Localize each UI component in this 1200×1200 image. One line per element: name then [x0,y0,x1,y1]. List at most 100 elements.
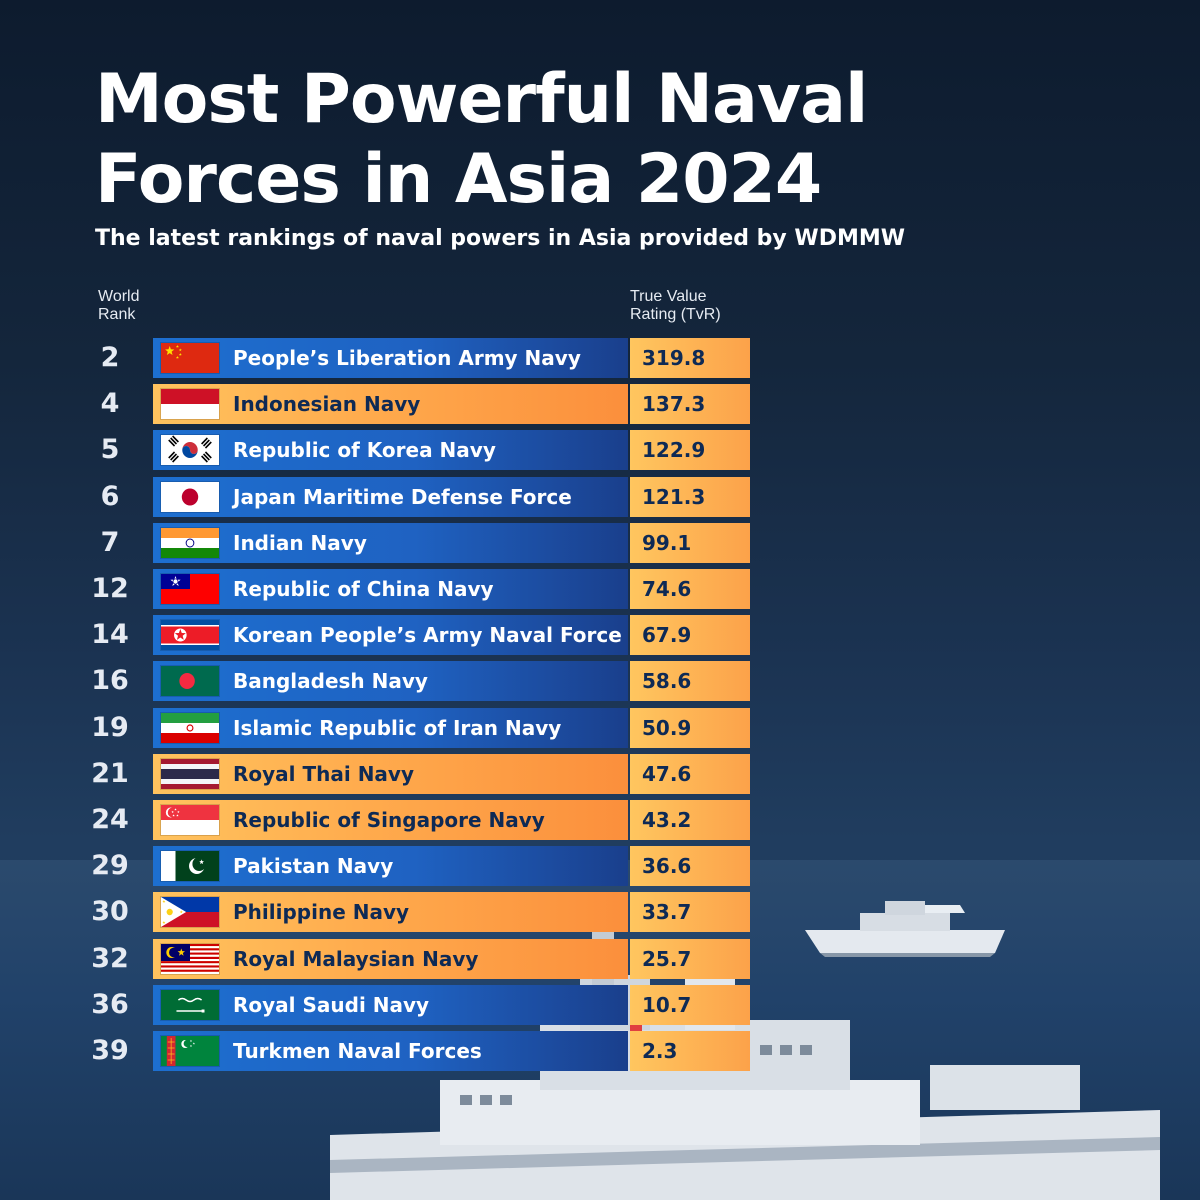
table-row: 21 Royal Thai Navy 47.6 [0,753,760,794]
table-row: 6 Japan Maritime Defense Force 121.3 [0,476,760,517]
tvr-value: 58.6 [630,661,750,702]
navy-name: Royal Malaysian Navy [233,946,479,971]
world-rank: 6 [100,480,120,512]
navy-name: Republic of China Navy [233,577,494,601]
navy-name: Philippine Navy [233,900,410,925]
iran-flag-icon [161,712,219,743]
navy-bar: Indian Navy [153,522,628,563]
table-row: 4 Indonesian Navy 137.3 [0,384,760,425]
table-row: 36 Royal Saudi Navy 10.7 [0,984,760,1025]
japan-flag-icon [161,481,219,512]
world-rank: 16 [91,665,129,697]
indonesia-flag-icon [161,389,219,420]
navy-bar: Royal Saudi Navy [153,984,628,1025]
navy-name: Turkmen Naval Forces [233,1039,482,1063]
navy-bar: Islamic Republic of Iran Navy [153,707,628,748]
navy-bar: Bangladesh Navy [153,661,628,702]
table-row: 16 Bangladesh Navy 58.6 [0,661,760,702]
tvr-value: 47.6 [630,753,750,794]
navy-name: People’s Liberation Army Navy [233,346,581,370]
thailand-flag-icon [161,758,219,789]
navy-bar: Royal Thai Navy [153,753,628,794]
navy-name: Republic of Singapore Navy [233,808,545,832]
table-row: 7 Indian Navy 99.1 [0,522,760,563]
navy-bar: Republic of Singapore Navy [153,800,628,840]
tvr-value: 74.6 [630,569,750,609]
navy-bar: Indonesian Navy [153,384,628,425]
navy-bar: Philippine Navy [153,892,628,933]
tvr-value: 25.7 [630,938,750,979]
south-korea-flag-icon [161,435,219,466]
rank-column-header: World Rank [98,288,140,323]
tvr-value: 137.3 [630,384,750,425]
table-row: 14 Korean People’s Army Naval Force 67.9 [0,615,760,656]
tvr-value: 319.8 [630,338,750,378]
table-row: 12 Republic of China Navy 74.6 [0,569,760,609]
navy-name: Royal Saudi Navy [233,992,430,1017]
taiwan-flag-icon [161,574,219,604]
philippines-flag-icon [161,897,219,928]
table-row: 24 Republic of Singapore Navy 43.2 [0,800,760,840]
navy-name: Japan Maritime Defense Force [233,484,572,509]
world-rank: 19 [91,711,129,743]
tvr-value: 33.7 [630,892,750,933]
navy-name: Indonesian Navy [233,392,421,417]
navy-bar: Republic of China Navy [153,569,628,609]
tvr-value: 67.9 [630,615,750,656]
navy-name: Korean People’s Army Naval Force [233,623,622,648]
malaysia-flag-icon [161,943,219,974]
tvr-column-header: True Value Rating (TvR) [630,288,721,323]
distant-ship-image [805,901,1005,957]
navy-name: Bangladesh Navy [233,669,428,694]
world-rank: 39 [91,1035,129,1066]
world-rank: 7 [100,526,120,558]
tvr-value: 99.1 [630,522,750,563]
tvr-value: 2.3 [630,1031,750,1071]
navy-bar: People’s Liberation Army Navy [153,338,628,378]
india-flag-icon [161,527,219,558]
world-rank: 14 [91,619,129,651]
world-rank: 32 [91,942,129,974]
world-rank: 5 [100,434,120,466]
navy-bar: Republic of Korea Navy [153,430,628,471]
tvr-value: 43.2 [630,800,750,840]
world-rank: 4 [100,388,120,420]
navy-bar: Royal Malaysian Navy [153,938,628,979]
navy-name: Republic of Korea Navy [233,438,496,463]
world-rank: 29 [91,850,129,882]
pakistan-flag-icon [161,851,219,882]
turkmenistan-flag-icon [161,1036,219,1066]
tvr-value: 50.9 [630,707,750,748]
saudi-arabia-flag-icon [161,989,219,1020]
table-row: 19 Islamic Republic of Iran Navy 50.9 [0,707,760,748]
navy-bar: Pakistan Navy [153,846,628,887]
table-row: 32 Royal Malaysian Navy 25.7 [0,938,760,979]
china-flag-icon [161,343,219,373]
subtitle: The latest rankings of naval powers in A… [95,226,906,251]
table-row: 29 Pakistan Navy 36.6 [0,846,760,887]
world-rank: 21 [91,757,129,789]
tvr-value: 36.6 [630,846,750,887]
navy-bar: Korean People’s Army Naval Force [153,615,628,656]
navy-name: Pakistan Navy [233,854,394,879]
north-korea-flag-icon [161,620,219,651]
world-rank: 12 [91,573,129,604]
tvr-value: 10.7 [630,984,750,1025]
tvr-value: 121.3 [630,476,750,517]
navy-name: Indian Navy [233,530,367,555]
navy-bar: Japan Maritime Defense Force [153,476,628,517]
navy-bar: Turkmen Naval Forces [153,1031,628,1071]
tvr-value: 122.9 [630,430,750,471]
bangladesh-flag-icon [161,666,219,697]
table-row: 30 Philippine Navy 33.7 [0,892,760,933]
world-rank: 30 [91,896,129,928]
table-row: 39 Turkmen Naval Forces 2.3 [0,1031,760,1071]
navy-name: Royal Thai Navy [233,761,414,786]
navy-name: Islamic Republic of Iran Navy [233,715,562,740]
world-rank: 2 [100,342,120,373]
world-rank: 36 [91,988,129,1020]
table-row: 2 People’s Liberation Army Navy 319.8 [0,338,760,378]
table-row: 5 Republic of Korea Navy 122.9 [0,430,760,471]
world-rank: 24 [91,804,129,835]
page-title: Most Powerful Naval Forces in Asia 2024 [95,60,868,219]
